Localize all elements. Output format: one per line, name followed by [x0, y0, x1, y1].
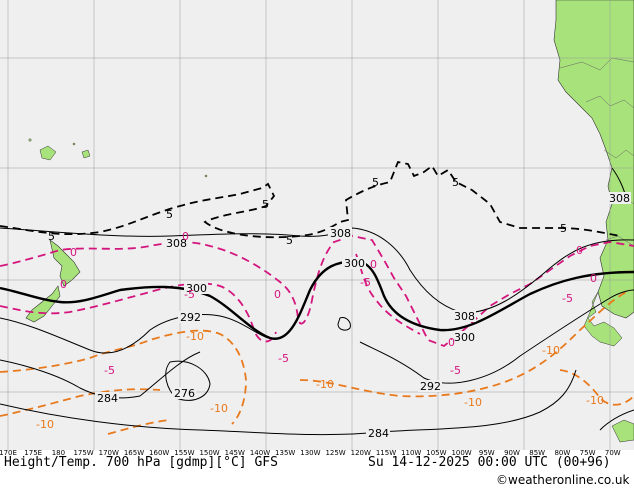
longitude-tick-label: 180 — [52, 449, 65, 457]
longitude-tick-label: 170E — [0, 449, 17, 457]
isotherm-label: -5 — [562, 292, 573, 305]
longitude-tick-label: 175E — [24, 449, 42, 457]
longitude-tick-label: 125W — [325, 449, 345, 457]
lat-lon-grid — [0, 0, 634, 450]
valid-time: Su 14-12-2025 00:00 UTC (00+96) — [368, 455, 611, 470]
height-labels: 308 308 308 308 300 300 300 292 292 284 … — [95, 192, 631, 440]
isotherm-label: -10 — [542, 344, 560, 357]
isotherm-label: 0 — [576, 244, 583, 257]
chile-coast-islands — [583, 291, 623, 347]
longitude-tick-label: 130W — [300, 449, 320, 457]
height-label-308-d: 308 — [609, 192, 630, 205]
height-label-308-b: 308 — [330, 227, 351, 240]
isotherm-label: 5 — [262, 198, 269, 211]
tierra-del-fuego — [611, 419, 634, 443]
longitude-tick-label: 75W — [580, 449, 596, 457]
height-contours — [0, 167, 634, 436]
isotherm-label: -10 — [316, 378, 334, 391]
isotherm-label: 0 — [370, 258, 377, 271]
longitude-tick-label: 115W — [376, 449, 396, 457]
longitude-tick-label: 80W — [554, 449, 570, 457]
longitude-tick-label: 110W — [401, 449, 421, 457]
isotherm-minus10c — [0, 289, 634, 435]
isotherm-label: -5 — [184, 288, 195, 301]
longitude-tick-label: 165W — [124, 449, 144, 457]
isotherm-label: -5 — [278, 352, 289, 365]
credit: ©weatheronline.co.uk — [496, 473, 629, 487]
isotherm-label: 5 — [166, 208, 173, 221]
isotherm-label: 5 — [560, 222, 567, 235]
longitude-tick-label: 140W — [250, 449, 270, 457]
longitude-tick-label: 85W — [529, 449, 545, 457]
height-label-292-a: 292 — [180, 311, 201, 324]
longitude-tick-label: 90W — [504, 449, 520, 457]
height-label-300-b: 300 — [344, 257, 365, 270]
isotherm-label: 0 — [448, 336, 455, 349]
isotherm-label: -10 — [464, 396, 482, 409]
longitude-tick-label: 150W — [199, 449, 219, 457]
isotherm-label: -10 — [186, 330, 204, 343]
isotherm-label: 0 — [182, 230, 189, 243]
isotherm-5-labels: 5 5 5 5 5 5 5 — [48, 176, 567, 247]
height-label-308-c: 308 — [454, 310, 475, 323]
isotherm-label: 5 — [48, 230, 55, 243]
longitude-tick-label: 170W — [99, 449, 119, 457]
isotherm-label: -5 — [360, 276, 371, 289]
isotherm-0-labels: 0 0 0 0 0 0 0 0 -5 -5 -5 -5 -5 -5 — [60, 230, 597, 377]
isotherm-label: -5 — [104, 364, 115, 377]
height-label-284-a: 284 — [97, 392, 118, 405]
isotherm-label: -10 — [586, 394, 604, 407]
longitude-tick-label: 95W — [479, 449, 495, 457]
longitude-tick-label: 120W — [351, 449, 371, 457]
longitude-tick-label: 175W — [73, 449, 93, 457]
height-label-308-a: 308 — [166, 237, 187, 250]
isotherm-label: 5 — [372, 176, 379, 189]
longitude-tick-label: 100W — [451, 449, 471, 457]
isotherm-label: -10 — [210, 402, 228, 415]
height-label-276: 276 — [174, 387, 195, 400]
longitude-tick-label: 105W — [426, 449, 446, 457]
longitude-tick-label: 160W — [149, 449, 169, 457]
height-label-300-c: 300 — [454, 331, 475, 344]
isotherm-label: 5 — [286, 234, 293, 247]
isotherm-minus10-labels: -10 -10 -10 -10 -10 -10 -10 — [36, 330, 604, 431]
height-label-292-b: 292 — [420, 380, 441, 393]
longitude-axis: 170E 175E 180 175W 170W 165W 160W 155W 150W 145W 1… — [0, 449, 621, 457]
isotherm-5c — [0, 160, 621, 239]
height-label-284-b: 284 — [368, 427, 389, 440]
pacific-islands — [28, 138, 208, 178]
isotherm-label: -10 — [36, 418, 54, 431]
isotherm-label: 0 — [274, 288, 281, 301]
isotherm-label: 0 — [60, 278, 67, 291]
isotherm-label: 0 — [590, 272, 597, 285]
isotherm-label: 5 — [452, 176, 459, 189]
ocean-area — [0, 0, 634, 450]
longitude-tick-label: 145W — [225, 449, 245, 457]
height-label-300-a: 300 — [186, 282, 207, 295]
longitude-tick-label: 155W — [174, 449, 194, 457]
map-title: Height/Temp. 700 hPa [gdmp][°C] GFS — [4, 455, 278, 470]
isotherm-label: -5 — [450, 364, 461, 377]
isotherm-label: 0 — [70, 246, 77, 259]
longitude-tick-label: 70W — [605, 449, 621, 457]
longitude-tick-label: 135W — [275, 449, 295, 457]
